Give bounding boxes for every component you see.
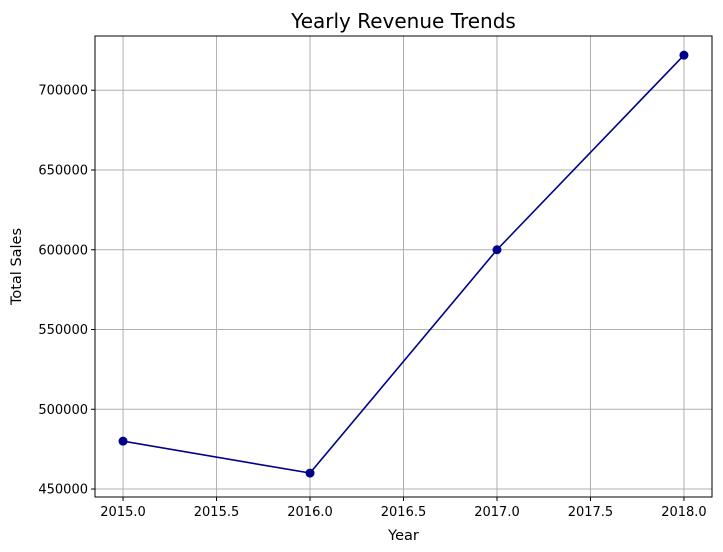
y-tick-label: 700000	[38, 84, 88, 99]
chart-title: Yearly Revenue Trends	[290, 9, 516, 33]
data-series	[118, 50, 689, 478]
axis-ticks: 2015.0 2015.5 2016.0 2016.5 2017.0 2017.5 2018…	[38, 84, 706, 520]
x-tick-label: 2017.5	[568, 505, 614, 520]
data-point	[679, 50, 689, 60]
x-tick-label: 2016.0	[287, 505, 333, 520]
series-line	[122, 54, 685, 474]
data-point	[492, 245, 502, 255]
y-tick-label: 550000	[38, 323, 88, 338]
y-tick-label: 450000	[38, 483, 88, 498]
data-point	[118, 436, 128, 446]
x-tick-label: 2017.0	[474, 505, 520, 520]
data-point	[305, 468, 315, 478]
y-axis-title: Total Sales	[9, 228, 25, 306]
y-tick-label: 500000	[38, 403, 88, 418]
x-tick-label: 2016.5	[381, 505, 427, 520]
x-axis-title: Year	[387, 528, 419, 544]
x-tick-label: 2015.5	[194, 505, 240, 520]
y-tick-label: 650000	[38, 163, 88, 178]
x-tick-label: 2018.0	[661, 505, 707, 520]
y-tick-label: 600000	[38, 243, 88, 258]
grid-lines	[95, 36, 712, 497]
x-tick-label: 2015.0	[100, 505, 146, 520]
